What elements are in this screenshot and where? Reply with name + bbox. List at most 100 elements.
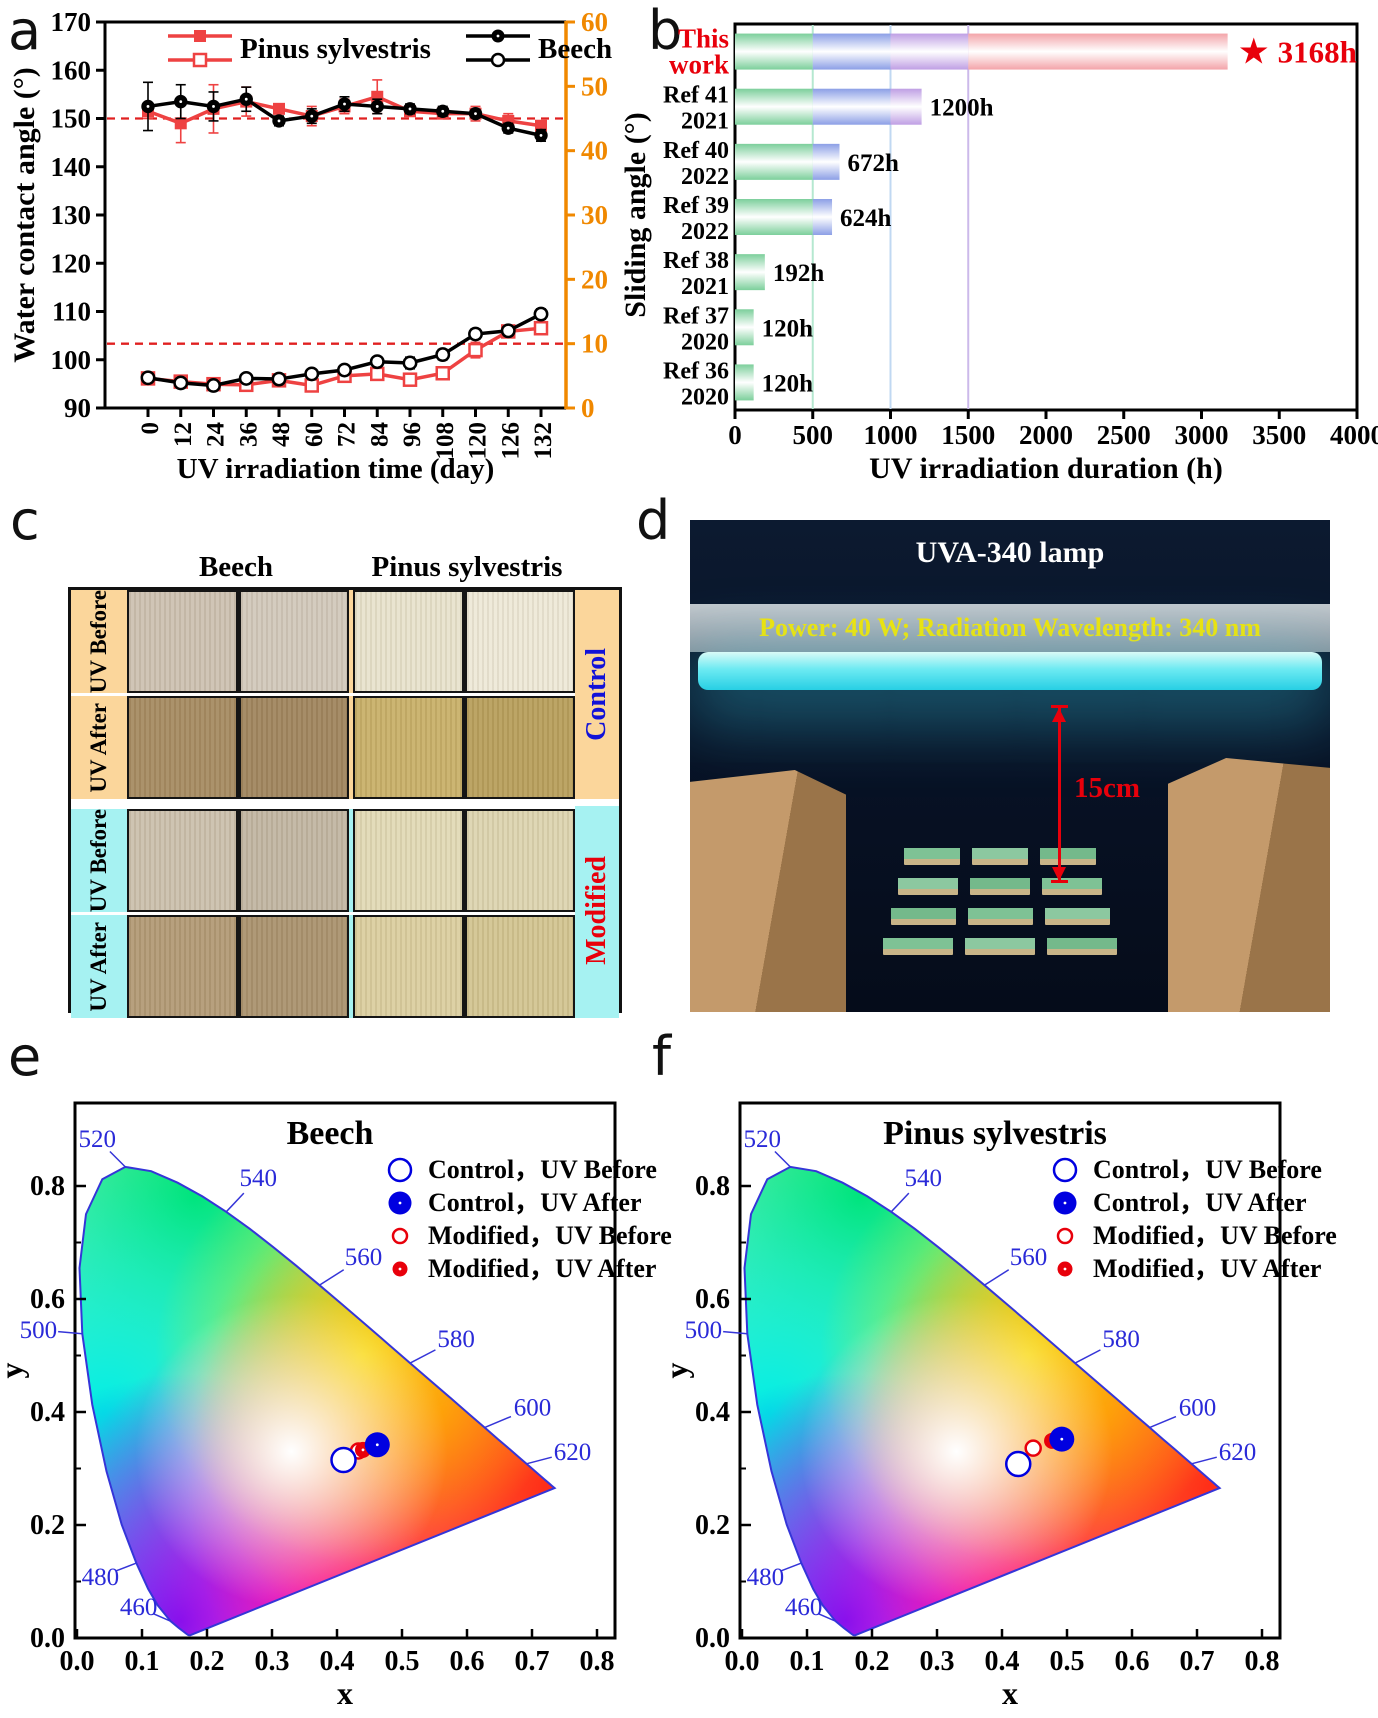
arrow-head-down [1052, 867, 1066, 881]
y-tick-label: 0.2 [695, 1510, 730, 1541]
sample-top-face [967, 908, 1033, 920]
x-tick-label: 4000 [1330, 420, 1378, 450]
green-wood-sample [970, 878, 1030, 895]
sample-top-face [972, 848, 1028, 860]
wavelength-leader [58, 1330, 83, 1335]
series-marker [206, 378, 221, 393]
wavelength-leader [817, 1612, 836, 1622]
wavelength-leader [526, 1456, 552, 1465]
x-tick-label: 60 [301, 422, 328, 447]
series-marker [533, 320, 549, 336]
column-header-pinus: Pinus sylvestris [371, 551, 563, 583]
series-marker [273, 102, 285, 115]
wavelength-label: 620 [554, 1439, 592, 1466]
right-tick-label: 60 [581, 7, 608, 37]
sample-top-face [1042, 878, 1102, 890]
pinus-sample-photo [353, 696, 575, 799]
wavelength-leader [116, 1562, 137, 1572]
legend-label: Modified，UV After [1093, 1254, 1321, 1283]
y-tick-label: 0.6 [695, 1284, 730, 1315]
marker-highlight [474, 112, 477, 116]
marker-highlight [496, 34, 500, 38]
cardboard-box-left [690, 770, 846, 1012]
green-wood-sample [1047, 938, 1117, 955]
wavelength-leader [774, 1150, 791, 1168]
sample-row [875, 878, 1125, 895]
left-tick-label: 120 [51, 248, 92, 278]
star-icon: ★ [1238, 32, 1270, 72]
wood-sample-block [355, 811, 462, 910]
bar-category-label: Ref 41 2021 [663, 83, 729, 135]
legend-marker [387, 1157, 413, 1183]
bar-value-label: 1200h [930, 95, 994, 122]
column-header-beech: Beech [198, 551, 274, 583]
wavelength-leader [984, 1269, 1010, 1286]
wood-sample-block [240, 592, 347, 691]
legend-marker [490, 52, 506, 68]
right-axis-title: Sliding angle (°) [619, 112, 652, 317]
legend-marker [192, 52, 208, 68]
wavelength-label: 560 [345, 1244, 383, 1271]
photo-row: UV After [71, 696, 619, 799]
sample-top-face [965, 938, 1035, 950]
series-marker [500, 323, 516, 339]
y-tick-label: 0.6 [30, 1284, 65, 1315]
legend-marker [391, 1227, 409, 1245]
panel-d-letter: d [636, 489, 671, 552]
x-tick-label: 0.2 [190, 1646, 225, 1677]
green-wood-sample [898, 878, 958, 895]
wavelength-leader [409, 1349, 436, 1364]
x-tick-label: 0.1 [790, 1646, 825, 1677]
wavelength-leader [484, 1415, 512, 1429]
beech-sample-photo [127, 809, 349, 912]
wavelength-label: 480 [747, 1564, 785, 1591]
arrow-head-up [1052, 708, 1066, 722]
x-tick-label: 126 [497, 422, 524, 460]
series-marker [173, 375, 189, 391]
y-tick-label: 0.0 [695, 1623, 730, 1654]
wood-sample-block [466, 917, 573, 1016]
row-label-text: UV After [86, 921, 111, 1012]
y-tick-label: 0.0 [30, 1623, 65, 1654]
y-tick-label: 0.2 [30, 1510, 65, 1541]
marker-highlight [343, 102, 346, 106]
legend-label: Control，UV After [1093, 1188, 1307, 1217]
series-marker [468, 342, 483, 358]
beech-sample-photo [127, 696, 349, 799]
wood-sample-block [240, 811, 347, 910]
wood-sample-block [240, 698, 347, 797]
wood-sample-block [240, 917, 347, 1016]
x-tick-label: 0.2 [855, 1646, 890, 1677]
photo-row: UV Before [71, 590, 619, 693]
wood-sample-block [466, 592, 573, 691]
cie-title: Pinus sylvestris [883, 1115, 1107, 1152]
wavelength-leader [1074, 1349, 1101, 1364]
wavelength-label: 540 [239, 1165, 277, 1192]
series-marker [370, 366, 385, 382]
legend-label: Modified，UV Before [1093, 1221, 1337, 1250]
photo-row: UV Before [71, 809, 619, 912]
x-tick-label: 0.0 [60, 1646, 95, 1677]
series-marker [402, 355, 418, 371]
legend-label: Control，UV After [428, 1188, 642, 1217]
row-label-text: UV Before [86, 589, 111, 694]
left-tick-label: 170 [51, 7, 92, 37]
series-marker [369, 354, 385, 370]
bar-segment [735, 33, 813, 70]
wood-sample-block [466, 698, 573, 797]
legend-label: Control，UV Before [1093, 1155, 1322, 1184]
green-wood-sample [904, 848, 960, 865]
x-tick-label: 3500 [1252, 420, 1306, 450]
wavelength-label: 600 [1179, 1395, 1217, 1422]
bar-value-label: 672h [847, 150, 899, 177]
cie-diagram-pinus: 0.0 0.1 0.2 0.3 0.4 0.5 0.6 0.7 0.8 0.0 0.2 0.4 0.6 0… [665, 1101, 1337, 1711]
x-tick-label: 0.6 [1115, 1646, 1150, 1677]
distance-label: 15cm [1074, 772, 1141, 804]
right-tick-label: 50 [581, 71, 608, 101]
series-marker [337, 362, 352, 378]
sample-row [875, 848, 1125, 865]
x-tick-label: 0.5 [385, 1646, 420, 1677]
wavelength-label: 560 [1010, 1244, 1048, 1271]
wavelength-label: 600 [514, 1395, 552, 1422]
x-tick-label: 12 [170, 422, 197, 447]
